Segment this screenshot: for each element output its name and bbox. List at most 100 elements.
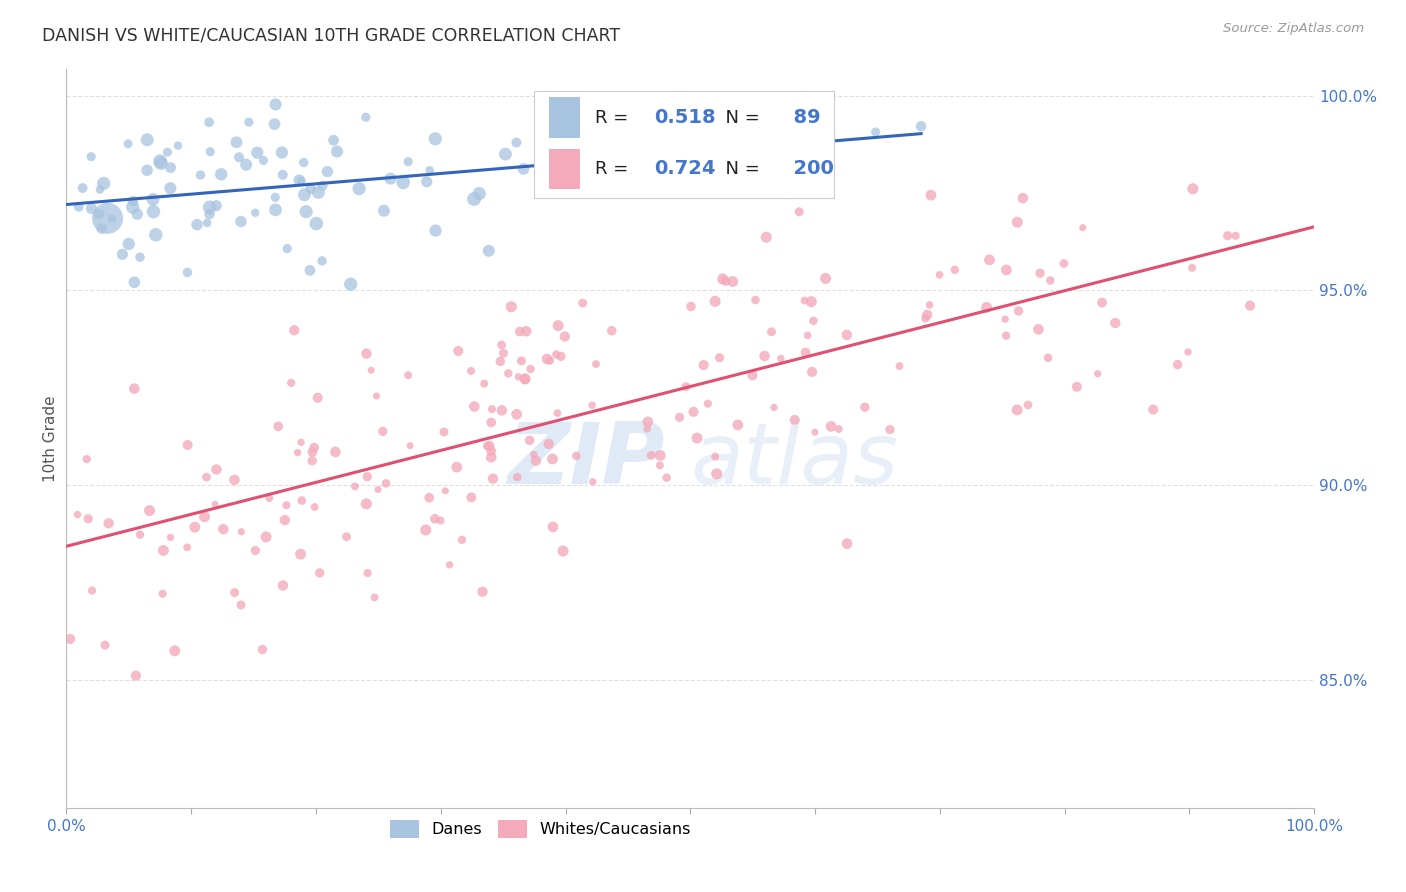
Point	[692, 358, 714, 372]
Point	[505, 136, 527, 150]
Point	[478, 439, 501, 453]
Point	[67, 200, 90, 214]
Point	[418, 491, 440, 505]
Point	[263, 117, 285, 131]
Point	[360, 363, 382, 377]
Point	[914, 311, 936, 326]
Point	[668, 410, 690, 425]
Point	[176, 265, 198, 279]
Point	[477, 439, 499, 453]
Point	[489, 354, 512, 368]
Point	[127, 207, 149, 221]
Point	[1007, 304, 1029, 318]
Point	[626, 177, 648, 191]
Point	[136, 163, 159, 178]
Point	[129, 527, 152, 541]
Point	[276, 242, 298, 256]
Point	[294, 187, 316, 202]
Point	[433, 425, 456, 439]
Point	[311, 178, 333, 193]
Point	[741, 368, 763, 383]
Point	[271, 145, 294, 160]
Point	[1091, 295, 1114, 310]
Point	[1005, 402, 1028, 417]
Point	[995, 263, 1018, 277]
Point	[152, 587, 174, 601]
Point	[416, 175, 439, 189]
Point	[80, 150, 103, 164]
Point	[704, 294, 727, 309]
Point	[231, 524, 253, 539]
Point	[93, 177, 115, 191]
Point	[184, 520, 207, 534]
Point	[1017, 398, 1039, 412]
Point	[354, 110, 377, 124]
Point	[267, 419, 290, 434]
Point	[1007, 215, 1029, 229]
Point	[915, 308, 938, 322]
Point	[605, 105, 627, 120]
Point	[519, 362, 541, 376]
Point	[1142, 402, 1164, 417]
Point	[295, 204, 318, 219]
Point	[59, 632, 82, 646]
Point	[918, 298, 941, 312]
Point	[124, 382, 146, 396]
Point	[205, 462, 228, 476]
Point	[419, 163, 441, 178]
Point	[264, 190, 287, 204]
Point	[163, 644, 186, 658]
Point	[117, 136, 139, 151]
Point	[1028, 322, 1050, 336]
Point	[425, 132, 447, 146]
Point	[356, 566, 378, 580]
Point	[853, 400, 876, 414]
Point	[481, 402, 503, 417]
Point	[274, 513, 297, 527]
Point	[301, 453, 323, 467]
Point	[307, 391, 329, 405]
Point	[471, 584, 494, 599]
Point	[782, 153, 804, 168]
Point	[1177, 345, 1199, 359]
Point	[94, 638, 117, 652]
Point	[714, 274, 737, 288]
Point	[1225, 228, 1247, 243]
Point	[498, 367, 520, 381]
Point	[291, 493, 314, 508]
Point	[316, 164, 339, 178]
Text: atlas: atlas	[690, 419, 898, 502]
Point	[159, 161, 181, 175]
Point	[322, 133, 344, 147]
Point	[537, 437, 560, 451]
Point	[423, 512, 446, 526]
Point	[648, 458, 671, 473]
Point	[176, 541, 198, 555]
Point	[325, 445, 347, 459]
Point	[238, 115, 260, 129]
Point	[515, 324, 537, 338]
Point	[1216, 228, 1239, 243]
Point	[463, 400, 485, 414]
Point	[928, 268, 950, 282]
Point	[547, 318, 569, 333]
Point	[252, 153, 274, 168]
Point	[375, 476, 398, 491]
Point	[796, 328, 818, 343]
Point	[879, 423, 901, 437]
Point	[125, 668, 148, 682]
Point	[228, 150, 250, 164]
Legend: Danes, Whites/Caucasians: Danes, Whites/Caucasians	[384, 814, 697, 845]
Point	[101, 212, 124, 227]
Point	[307, 186, 329, 200]
Point	[800, 294, 823, 309]
Point	[190, 168, 212, 182]
Point	[541, 520, 564, 534]
Point	[373, 203, 395, 218]
Point	[479, 416, 502, 430]
Point	[198, 200, 221, 214]
Point	[804, 425, 827, 440]
Point	[252, 642, 274, 657]
Point	[793, 293, 815, 308]
Point	[136, 133, 159, 147]
